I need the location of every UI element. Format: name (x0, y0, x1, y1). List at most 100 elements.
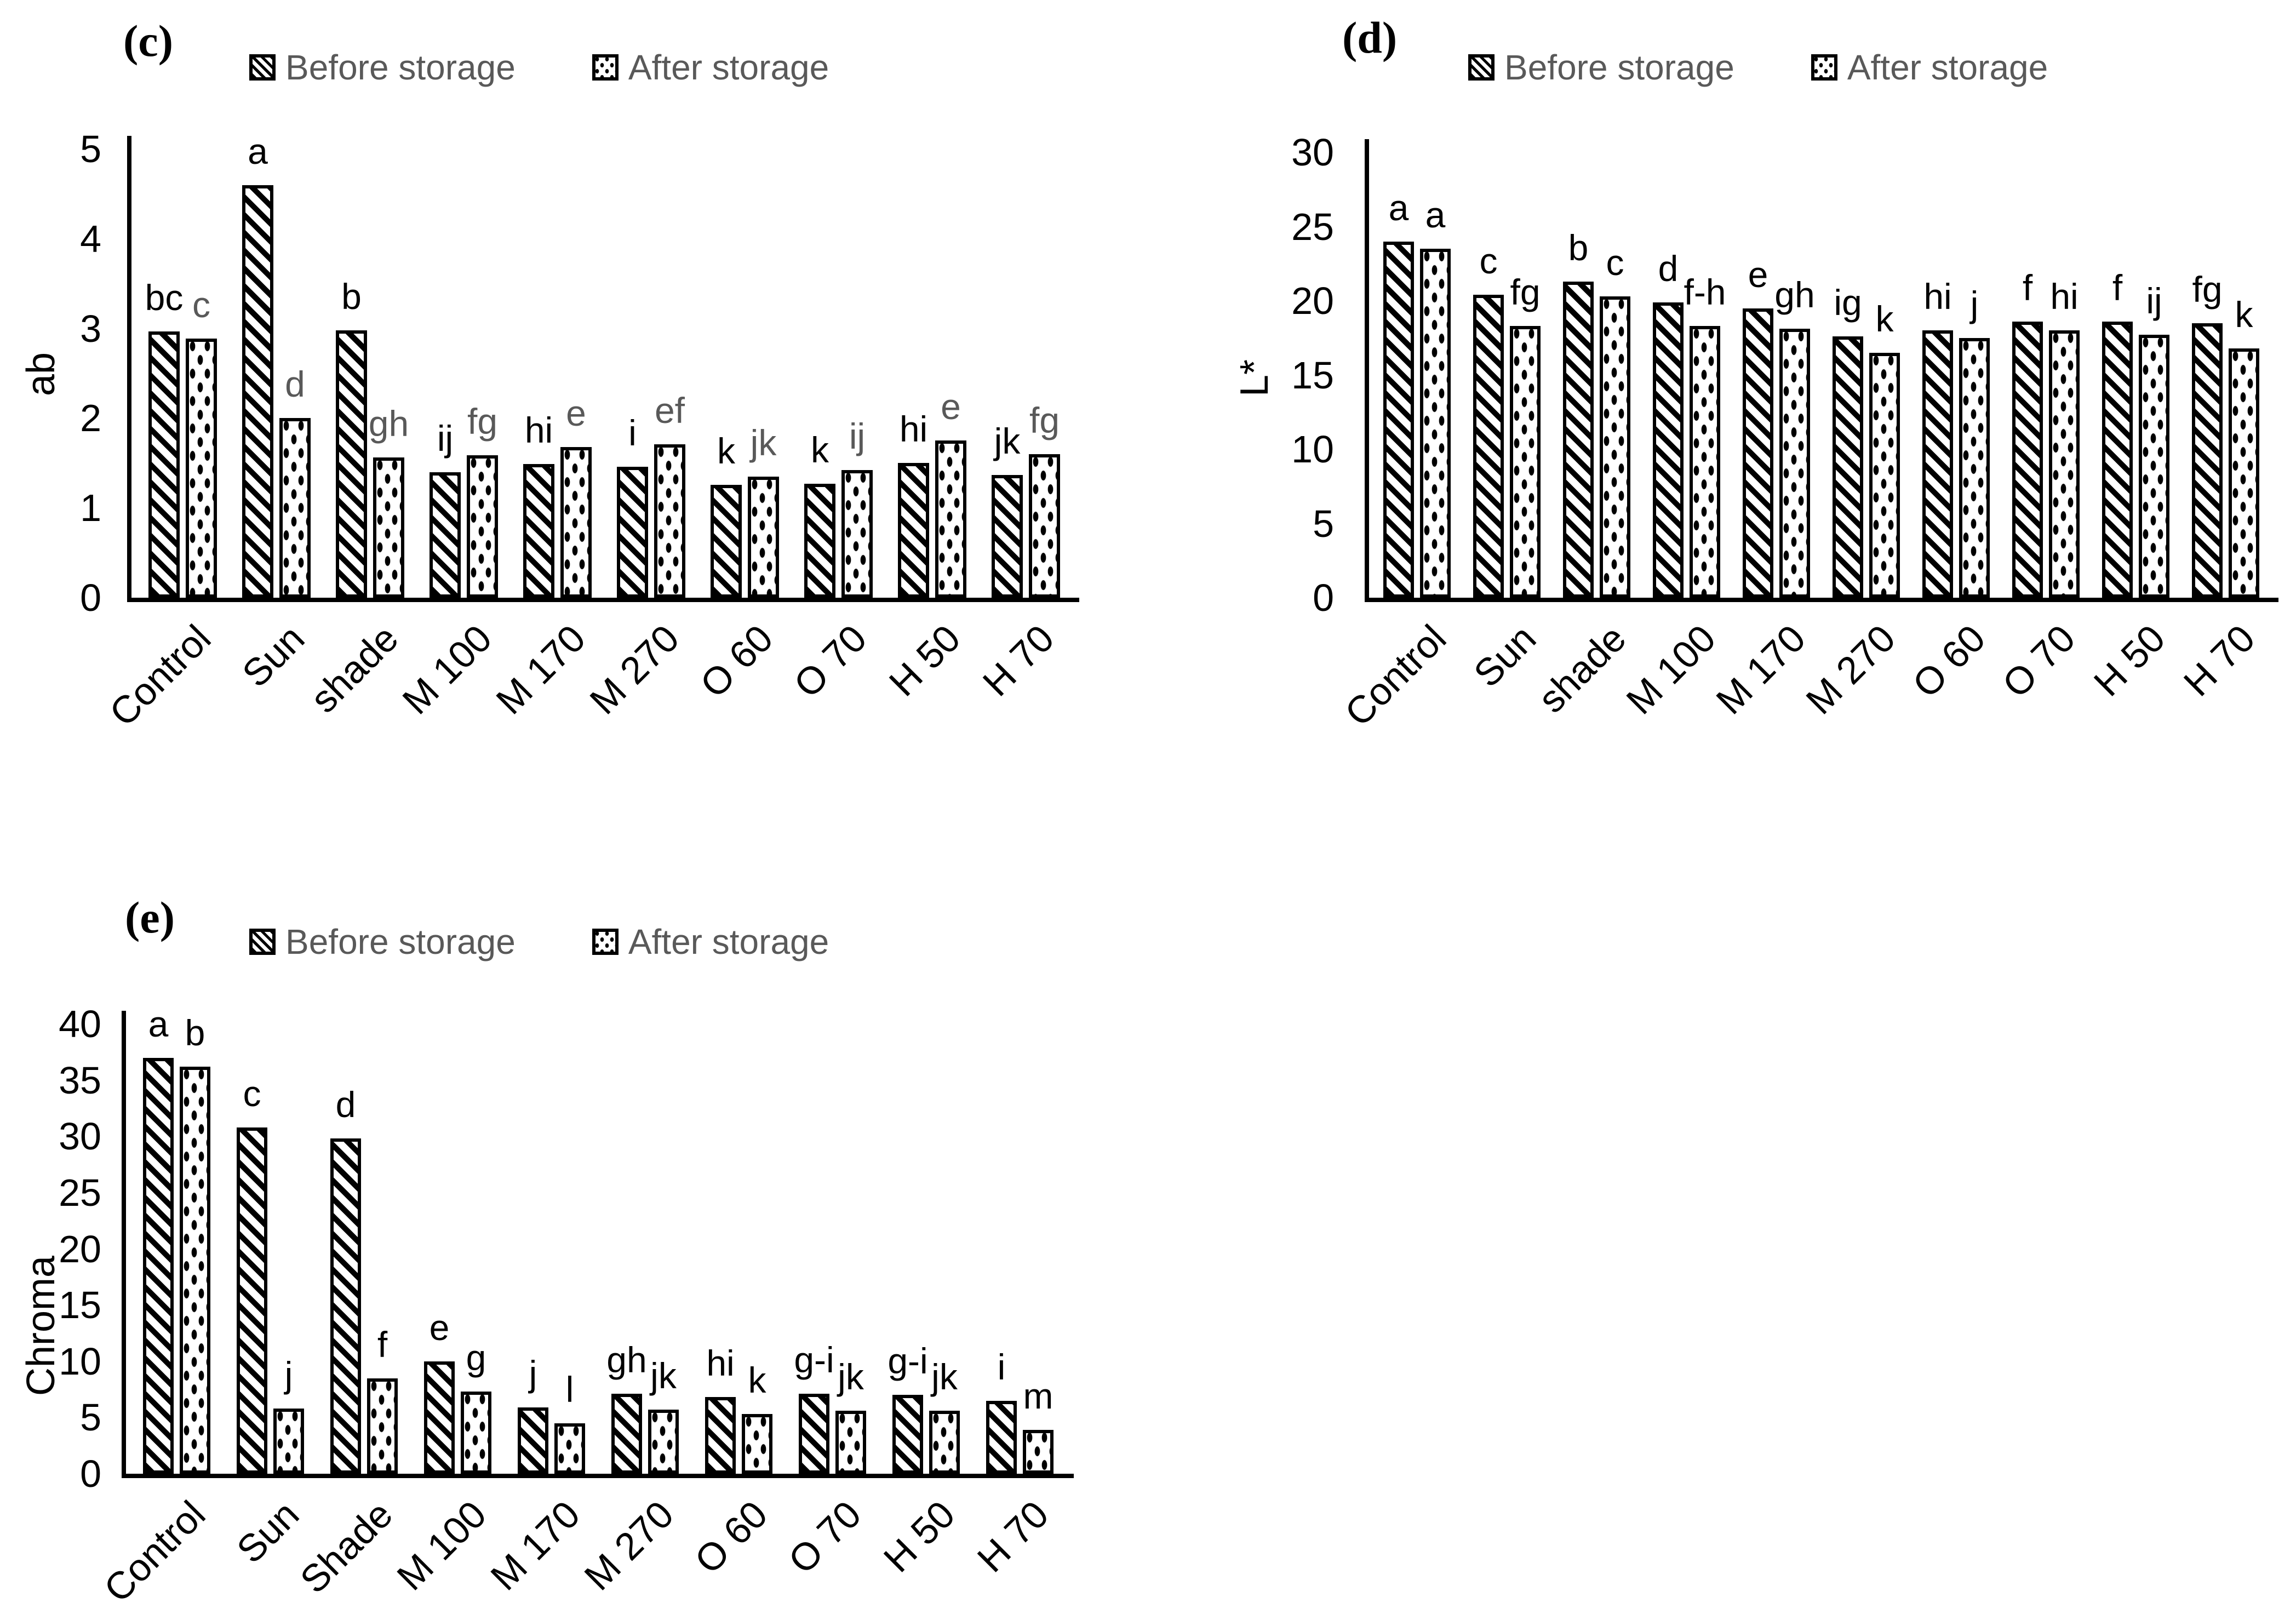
significance-letter: jk (994, 420, 1021, 461)
bar-after-shade (367, 1378, 398, 1474)
legend-item-after: After storage (592, 47, 829, 88)
bar-after-o-60 (748, 476, 779, 598)
y-axis-line (1365, 139, 1369, 602)
bar-after-m-270 (1869, 352, 1900, 598)
y-tick-label: 15 (59, 1284, 101, 1327)
significance-letter: m (1023, 1375, 1053, 1416)
bar-before-h-50 (892, 1395, 923, 1474)
significance-letter: k (2235, 294, 2253, 335)
bar-before-o-60 (705, 1397, 736, 1474)
bar-after-m-270 (648, 1410, 679, 1474)
legend-item-after: After storage (592, 921, 829, 962)
y-tick-label: 25 (59, 1171, 101, 1214)
significance-letter: bc (145, 277, 184, 318)
x-category-label: Shade (292, 1492, 401, 1601)
bar-after-o-60 (1959, 337, 1990, 598)
bar-after-m-270 (654, 444, 685, 598)
bar-after-m-100 (1690, 326, 1720, 598)
legend-label-before: Before storage (285, 922, 516, 961)
significance-letter: ij (2146, 281, 2162, 322)
legend-label-before: Before storage (285, 48, 516, 87)
significance-letter: jk (931, 1356, 958, 1398)
bar-after-o-70 (841, 470, 873, 598)
significance-letter: f-h (1684, 272, 1726, 313)
significance-letter: a (1388, 187, 1409, 228)
significance-letter: b (1568, 227, 1589, 268)
significance-letter: fg (467, 400, 498, 442)
y-tick-label: 15 (1291, 353, 1334, 397)
bar-before-m-170 (1743, 308, 1773, 598)
bar-after-shade (373, 457, 404, 598)
significance-letter: d (285, 364, 305, 405)
bar-after-sun (279, 418, 311, 598)
bar-before-m-270 (617, 466, 648, 598)
bar-before-control (1383, 241, 1414, 598)
bar-after-h-50 (935, 440, 966, 598)
bar-before-o-70 (804, 483, 835, 598)
panel-label-d: (d) (1342, 13, 1398, 62)
y-tick-label: 0 (80, 1452, 101, 1495)
bar-before-m-270 (1833, 336, 1863, 598)
panel-label-e: (e) (125, 892, 175, 942)
bar-before-h-70 (2192, 323, 2223, 598)
y-tick-label: 30 (1291, 131, 1334, 174)
significance-letter: fg (1510, 272, 1541, 313)
x-category-label: Control (95, 1492, 214, 1611)
bar-before-sun (1473, 295, 1504, 598)
y-tick-label: 2 (80, 397, 101, 440)
x-axis-line (122, 1474, 1074, 1478)
x-category-label: O 60 (686, 1492, 776, 1582)
x-category-label: H 50 (875, 1492, 963, 1581)
bar-before-m-100 (424, 1361, 455, 1474)
significance-letter: e (566, 392, 586, 433)
significance-letter: e (429, 1307, 450, 1348)
bar-before-o-60 (711, 484, 742, 598)
y-tick-label: 40 (59, 1003, 101, 1045)
bar-after-m-170 (554, 1423, 585, 1474)
significance-letter: g (466, 1337, 486, 1378)
significance-letter: jk (838, 1356, 864, 1398)
y-tick-label: 3 (80, 307, 101, 350)
bar-after-sun (1510, 326, 1541, 598)
significance-letter: a (248, 130, 268, 171)
significance-letter: i (997, 1346, 1006, 1387)
bar-after-o-70 (835, 1411, 866, 1474)
x-category-label: H 70 (969, 1492, 1057, 1581)
significance-letter: k (1875, 298, 1894, 339)
significance-letter: g-i (888, 1341, 928, 1382)
bar-before-o-70 (2012, 321, 2043, 598)
y-tick-label: 35 (59, 1058, 101, 1102)
legend-label-after: After storage (628, 922, 829, 961)
legend-item-after: After storage (1811, 47, 2048, 88)
bar-after-h-70 (1023, 1429, 1053, 1474)
legend-e: Before storage After storage (249, 921, 829, 962)
significance-letter: g-i (794, 1339, 834, 1381)
significance-letter: c (243, 1073, 261, 1114)
significance-letter: d (335, 1084, 356, 1125)
significance-letter: f (377, 1324, 388, 1365)
bar-after-o-70 (2049, 330, 2080, 598)
y-tick-label: 20 (1291, 279, 1334, 322)
bar-before-sun (242, 185, 273, 598)
y-tick-label: 20 (59, 1227, 101, 1270)
bar-before-control (143, 1057, 174, 1474)
y-tick-label: 30 (59, 1115, 101, 1158)
significance-letter: hi (899, 409, 928, 450)
significance-letter: i (628, 412, 637, 453)
bar-before-h-50 (898, 463, 929, 598)
significance-letter: b (341, 276, 362, 317)
y-tick-label: 5 (80, 1396, 101, 1439)
bar-after-m-170 (560, 446, 592, 598)
significance-letter: ef (654, 390, 685, 431)
y-tick-label: 10 (1291, 428, 1334, 471)
x-category-label: M 270 (576, 1492, 682, 1599)
bar-before-h-70 (986, 1400, 1017, 1474)
bar-after-m-170 (1779, 329, 1810, 598)
before-storage-swatch-icon (249, 54, 276, 81)
bar-after-o-60 (742, 1414, 772, 1474)
bar-before-o-70 (799, 1394, 829, 1474)
significance-letter: gh (1774, 274, 1815, 316)
bar-before-shade (336, 330, 367, 598)
